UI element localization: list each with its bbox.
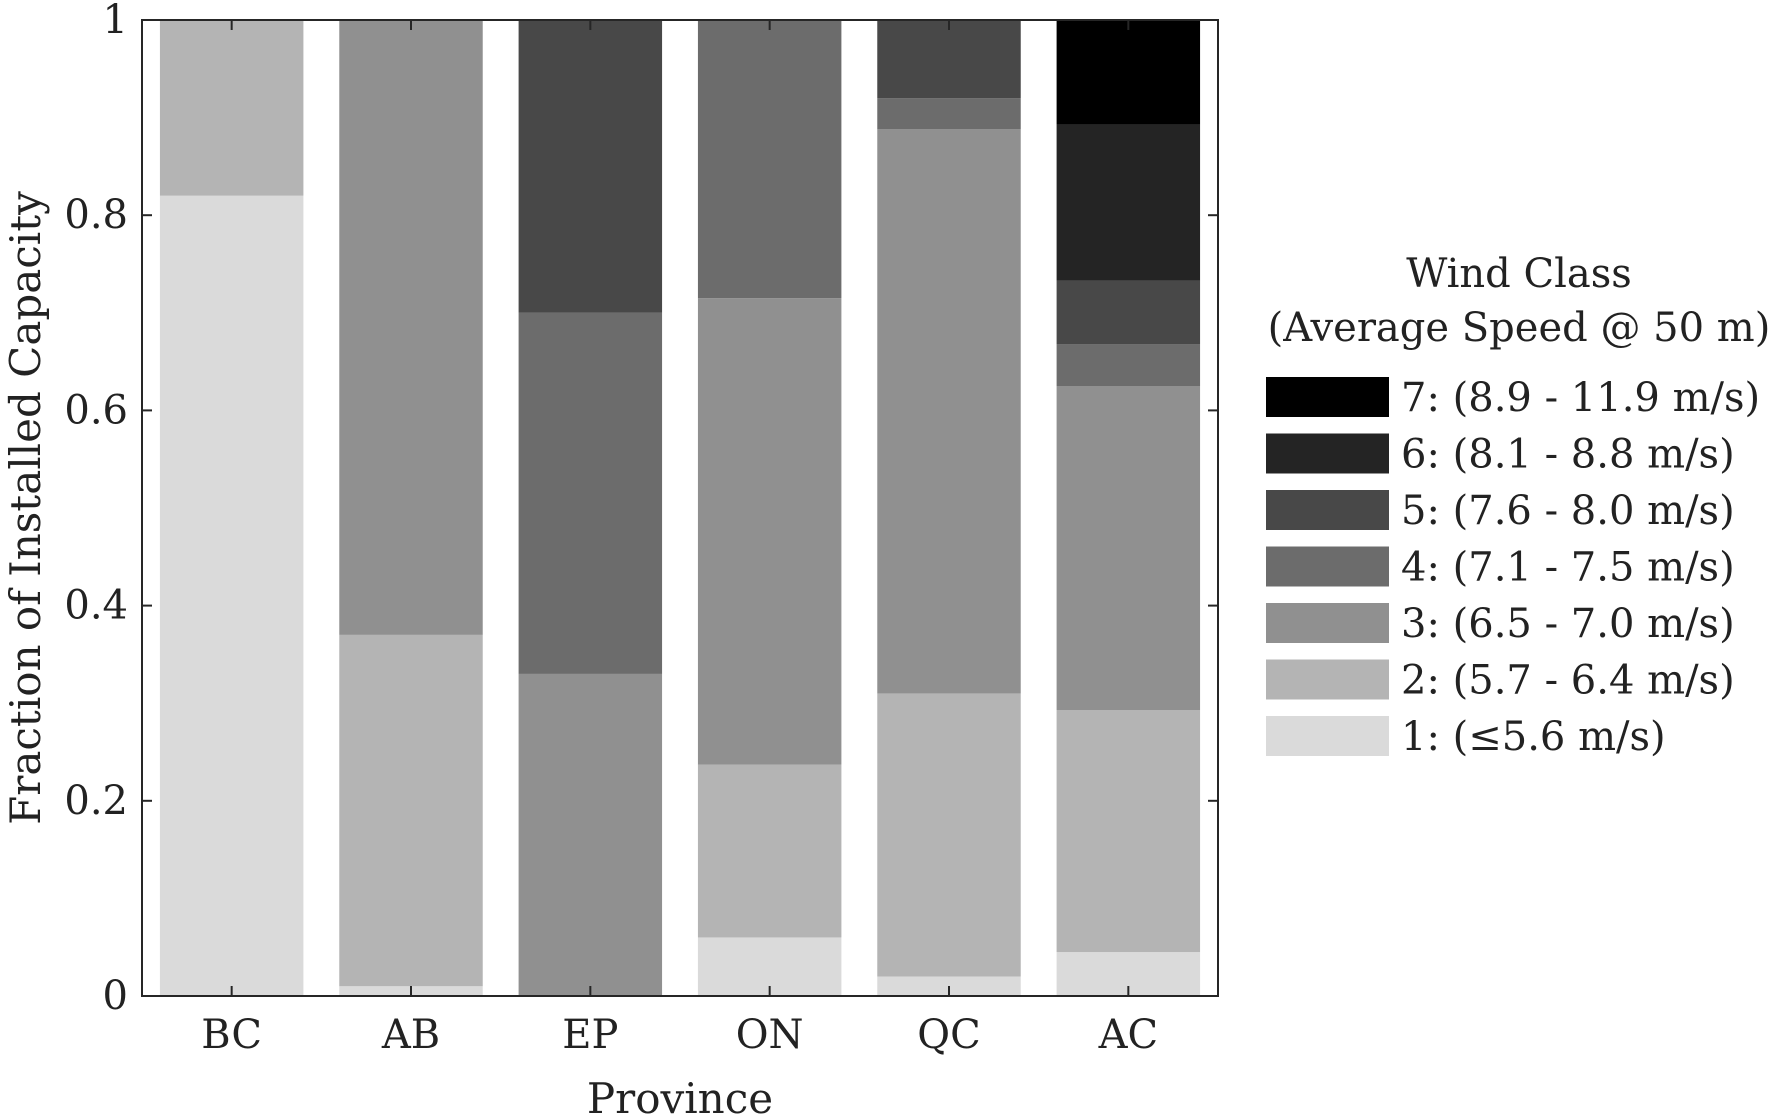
bar-segment-bc-class-1	[159, 195, 304, 996]
bar-segment-ep-class-3	[518, 673, 663, 996]
bar-segment-ep-class-4	[518, 312, 663, 674]
bar-segment-ac-class-7	[1056, 20, 1201, 125]
bar-segment-ac-class-5	[1056, 280, 1201, 345]
legend-item: 6: (8.1 - 8.8 m/s)	[1266, 432, 1735, 478]
bar-segment-on-class-3	[697, 298, 842, 765]
x-tick-label: BC	[201, 1012, 262, 1058]
legend-label: 4: (7.1 - 7.5 m/s)	[1401, 545, 1735, 591]
bar-segment-ac-class-2	[1056, 710, 1201, 953]
legend-label: 5: (7.6 - 8.0 m/s)	[1401, 488, 1735, 534]
x-axis-title: Province	[587, 1074, 773, 1117]
y-tick-label: 0.8	[64, 192, 128, 238]
legend-title-line-1: Wind Class	[1406, 251, 1632, 297]
legend-item: 3: (6.5 - 7.0 m/s)	[1266, 601, 1735, 647]
legend-swatch	[1266, 603, 1389, 643]
bar-segment-ab-class-3	[339, 20, 483, 635]
x-tick-label: AC	[1098, 1012, 1159, 1058]
legend-item: 1: (≤5.6 m/s)	[1266, 714, 1666, 760]
legend-swatch	[1266, 659, 1389, 700]
bar-segment-ac-class-6	[1056, 124, 1201, 281]
plot-frame	[141, 19, 1219, 997]
legend-item: 2: (5.7 - 6.4 m/s)	[1266, 658, 1735, 704]
legend-label: 6: (8.1 - 8.8 m/s)	[1401, 432, 1735, 478]
legend-swatch	[1266, 546, 1389, 587]
legend-swatch	[1266, 490, 1389, 530]
y-tick-label: 1	[103, 0, 128, 43]
legend-item: 4: (7.1 - 7.5 m/s)	[1266, 545, 1735, 591]
legend-label: 3: (6.5 - 7.0 m/s)	[1401, 601, 1735, 647]
bar-segment-ab-class-2	[339, 634, 483, 987]
x-tick-label: EP	[562, 1012, 618, 1058]
bar-segment-qc-class-5	[877, 20, 1021, 99]
y-tick-label: 0.4	[64, 583, 128, 629]
bars-layer	[159, 20, 1201, 996]
bar-segment-qc-class-2	[877, 693, 1021, 977]
legend-swatch	[1266, 433, 1389, 474]
legend-items: 7: (8.9 - 11.9 m/s) 6: (8.1 - 8.8 m/s) 5: …	[1266, 375, 1760, 760]
legend-item: 7: (8.9 - 11.9 m/s)	[1266, 375, 1760, 421]
legend: Wind Class (Average Speed @ 50 m) 7: (8.…	[1266, 251, 1768, 760]
legend-label: 2: (5.7 - 6.4 m/s)	[1401, 658, 1735, 704]
legend-title-line-2: (Average Speed @ 50 m)	[1268, 305, 1768, 351]
x-tick-label: ON	[736, 1012, 804, 1058]
legend-swatch	[1266, 377, 1389, 417]
y-tick-label: 0.2	[64, 778, 128, 824]
bar-segment-qc-class-4	[877, 98, 1021, 130]
x-tick-label: QC	[917, 1012, 980, 1058]
ticks-layer: BC AB EP ON QC AC 0 0.2 0.4 0.6 0.8 1	[64, 0, 1218, 1058]
bar-segment-qc-class-3	[877, 129, 1021, 694]
legend-swatch	[1266, 716, 1389, 756]
y-axis-title: Fraction of Installed Capacity	[1, 191, 50, 825]
y-tick-label: 0.6	[64, 387, 128, 433]
legend-label: 7: (8.9 - 11.9 m/s)	[1401, 375, 1760, 421]
y-tick-label: 0	[103, 973, 128, 1019]
bar-segment-ac-class-3	[1056, 386, 1201, 711]
x-tick-label: AB	[381, 1012, 440, 1058]
bar-segment-ep-class-5	[518, 20, 663, 313]
bar-segment-ac-class-4	[1056, 344, 1201, 386]
bar-segment-bc-class-2	[159, 20, 304, 196]
legend-label: 1: (≤5.6 m/s)	[1401, 714, 1666, 760]
bar-segment-on-class-4	[697, 20, 842, 299]
bar-segment-on-class-2	[697, 764, 842, 938]
legend-item: 5: (7.6 - 8.0 m/s)	[1266, 488, 1735, 534]
